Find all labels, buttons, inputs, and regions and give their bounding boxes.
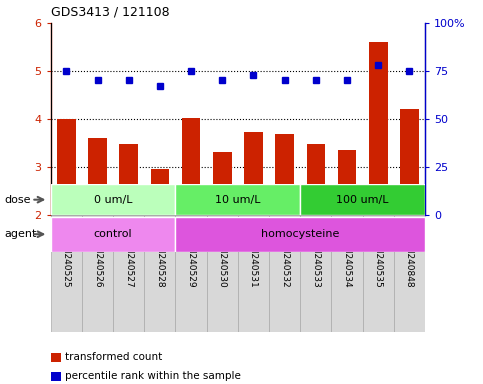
- Bar: [394, 215, 425, 332]
- Text: GSM240525: GSM240525: [62, 233, 71, 287]
- Bar: [175, 215, 207, 332]
- Text: GSM240535: GSM240535: [374, 233, 383, 287]
- Bar: [369, 42, 388, 215]
- Bar: [119, 144, 138, 215]
- Text: GSM240528: GSM240528: [156, 233, 164, 287]
- Bar: [57, 119, 76, 215]
- Text: transformed count: transformed count: [65, 352, 162, 362]
- Text: GSM240848: GSM240848: [405, 233, 414, 287]
- Bar: [269, 215, 300, 332]
- Bar: [207, 215, 238, 332]
- Bar: [51, 217, 175, 252]
- Text: 0 um/L: 0 um/L: [94, 195, 132, 205]
- Text: GSM240533: GSM240533: [312, 233, 320, 287]
- Bar: [113, 215, 144, 332]
- Text: GSM240527: GSM240527: [124, 233, 133, 287]
- Text: GDS3413 / 121108: GDS3413 / 121108: [51, 5, 170, 18]
- Bar: [400, 109, 419, 215]
- Bar: [300, 184, 425, 215]
- Bar: [213, 152, 232, 215]
- Bar: [182, 118, 200, 215]
- Bar: [363, 215, 394, 332]
- Bar: [300, 215, 331, 332]
- Bar: [82, 215, 113, 332]
- Bar: [244, 132, 263, 215]
- Text: 10 um/L: 10 um/L: [215, 195, 261, 205]
- Text: homocysteine: homocysteine: [261, 229, 340, 239]
- Bar: [51, 184, 175, 215]
- Text: 100 um/L: 100 um/L: [336, 195, 389, 205]
- Bar: [175, 217, 425, 252]
- Bar: [338, 150, 356, 215]
- Text: agent: agent: [5, 229, 37, 239]
- Bar: [151, 169, 169, 215]
- Bar: [51, 215, 82, 332]
- Text: GSM240531: GSM240531: [249, 233, 258, 287]
- Bar: [275, 134, 294, 215]
- Text: GSM240526: GSM240526: [93, 233, 102, 287]
- Text: GSM240529: GSM240529: [186, 233, 196, 287]
- Bar: [175, 184, 300, 215]
- Bar: [307, 144, 325, 215]
- Bar: [144, 215, 175, 332]
- Bar: [88, 138, 107, 215]
- Text: percentile rank within the sample: percentile rank within the sample: [65, 371, 241, 381]
- Text: dose: dose: [5, 195, 31, 205]
- Bar: [238, 215, 269, 332]
- Text: control: control: [94, 229, 132, 239]
- Text: GSM240534: GSM240534: [342, 233, 352, 287]
- Bar: [331, 215, 363, 332]
- Text: GSM240532: GSM240532: [280, 233, 289, 287]
- Text: GSM240530: GSM240530: [218, 233, 227, 287]
